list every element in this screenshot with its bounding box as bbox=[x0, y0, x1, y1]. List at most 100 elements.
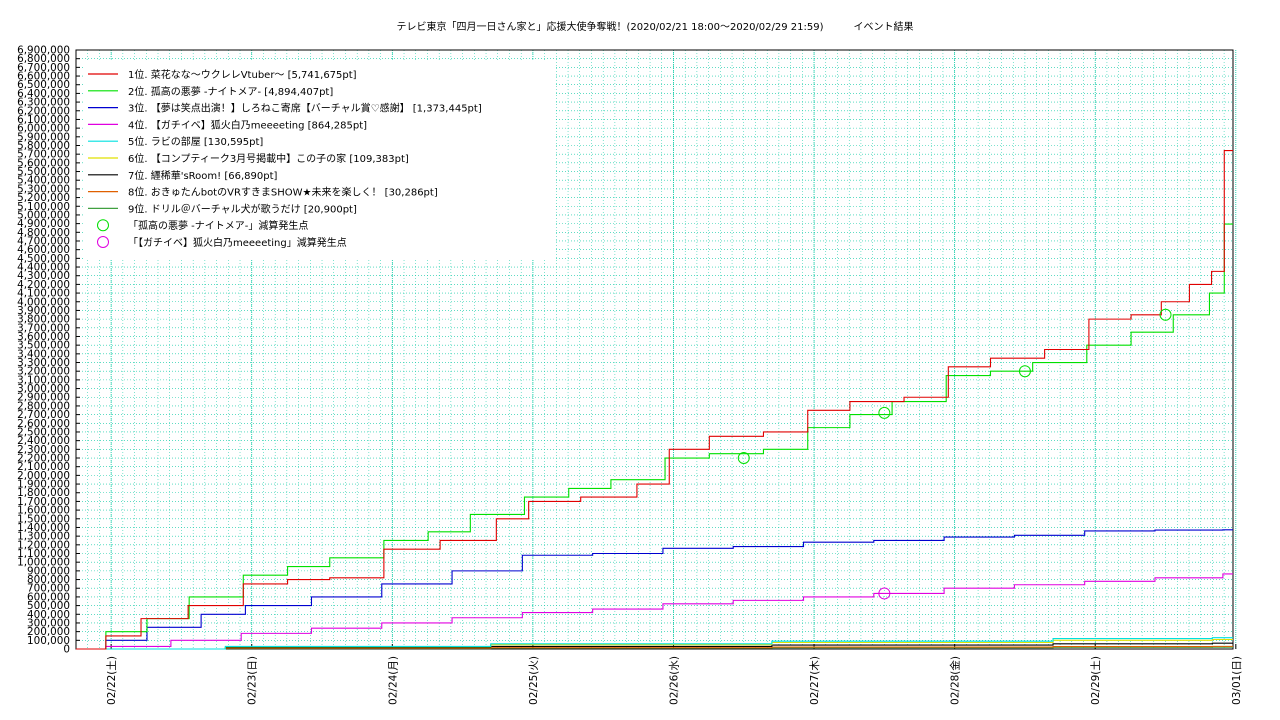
x-tick-label: 02/23(日) bbox=[247, 656, 259, 705]
marker-circle-1 bbox=[1159, 308, 1172, 321]
y-tick-label: 1,700,000 bbox=[17, 496, 70, 508]
marker-layer bbox=[737, 308, 1172, 600]
y-tick-label: 5,300,000 bbox=[17, 183, 70, 195]
y-tick-label: 6,200,000 bbox=[17, 105, 70, 117]
y-tick-label: 4,200,000 bbox=[17, 279, 70, 291]
y-tick-label: 5,100,000 bbox=[17, 201, 70, 213]
x-tick-label: 02/25(火) bbox=[528, 656, 540, 705]
legend-label-8: 8位. おきゅたんbotのVRすきまSHOW★未来を楽しく！ [30,286pt… bbox=[128, 186, 438, 199]
legend-label-5: 5位. ラビの部屋 [130,595pt] bbox=[128, 135, 263, 148]
y-tick-label: 0 bbox=[63, 644, 70, 656]
y-tick-label: 1,600,000 bbox=[17, 505, 70, 517]
y-tick-label: 4,800,000 bbox=[17, 227, 70, 239]
marker-circle-1 bbox=[737, 452, 750, 465]
y-tick-label: 1,000,000 bbox=[17, 557, 70, 569]
y-tick-label: 3,600,000 bbox=[17, 331, 70, 343]
x-tick-label: 02/28(金) bbox=[949, 656, 962, 705]
legend-label-1: 1位. 菜花なな〜ウクレレVtuber〜 [5,741,675pt] bbox=[128, 68, 357, 81]
y-tick-label: 5,000,000 bbox=[17, 209, 70, 221]
chart-title: テレビ東京「四月一日さん家と」応援大使争奪戦！(2020/02/21 18:00… bbox=[396, 20, 913, 33]
y-tick-label: 4,700,000 bbox=[17, 235, 70, 247]
legend-marker-label-1: 「孤高の悪夢 -ナイトメア-」減算発生点 bbox=[128, 219, 308, 232]
y-tick-label: 600,000 bbox=[27, 591, 70, 603]
legend-label-9: 9位. ドリル＠バーチャル犬が歌うだけ [20,900pt] bbox=[128, 202, 357, 215]
y-tick-label: 5,700,000 bbox=[17, 149, 70, 161]
series-line-8 bbox=[76, 645, 1233, 650]
y-tick-label: 3,800,000 bbox=[17, 314, 70, 326]
y-tick-label: 4,500,000 bbox=[17, 253, 70, 265]
legend: 1位. 菜花なな〜ウクレレVtuber〜 [5,741,675pt] 2位. 孤高… bbox=[84, 60, 556, 260]
y-tick-label: 100,000 bbox=[27, 635, 70, 647]
y-tick-label: 2,900,000 bbox=[17, 392, 70, 404]
y-tick-label: 900,000 bbox=[27, 565, 70, 577]
y-tick-label: 2,100,000 bbox=[17, 461, 70, 473]
y-tick-label: 3,500,000 bbox=[17, 340, 70, 352]
x-axis: 02/22(土) 02/23(日) 02/24(月) 02/25(火) 02/26(水)… bbox=[105, 644, 1243, 705]
legend-label-7: 7位. 纒稀華'sRoom! [66,890pt] bbox=[128, 169, 278, 182]
x-tick-label: 02/22(土) bbox=[105, 656, 118, 705]
y-tick-label: 6,100,000 bbox=[17, 114, 70, 126]
y-axis: 0100,000200,000300,000400,000500,000600,… bbox=[17, 45, 80, 656]
y-tick-label: 6,800,000 bbox=[17, 53, 70, 65]
y-tick-label: 1,300,000 bbox=[17, 531, 70, 543]
y-tick-label: 5,500,000 bbox=[17, 166, 70, 178]
y-tick-label: 500,000 bbox=[27, 600, 70, 612]
y-tick-label: 800,000 bbox=[27, 574, 70, 586]
y-tick-label: 6,900,000 bbox=[17, 45, 70, 57]
marker-circle-1 bbox=[1018, 365, 1031, 378]
y-tick-label: 3,700,000 bbox=[17, 322, 70, 334]
y-tick-label: 5,600,000 bbox=[17, 157, 70, 169]
x-tick-label: 02/26(水) bbox=[668, 656, 680, 705]
x-tick-label: 02/29(土) bbox=[1089, 656, 1102, 705]
marker-circle-2 bbox=[878, 587, 891, 600]
y-tick-label: 700,000 bbox=[27, 583, 70, 595]
y-tick-label: 6,300,000 bbox=[17, 97, 70, 109]
y-tick-label: 3,200,000 bbox=[17, 366, 70, 378]
plot-frame bbox=[75, 49, 1234, 650]
y-tick-label: 3,900,000 bbox=[17, 305, 70, 317]
y-tick-label: 1,200,000 bbox=[17, 539, 70, 551]
series-line-5 bbox=[76, 637, 1233, 650]
y-tick-label: 1,800,000 bbox=[17, 487, 70, 499]
y-tick-label: 2,000,000 bbox=[17, 470, 70, 482]
y-tick-label: 6,600,000 bbox=[17, 71, 70, 83]
y-tick-label: 2,600,000 bbox=[17, 418, 70, 430]
legend-label-3: 3位. 【夢は笑点出演！】しろねこ寄席【バーチャル賞♡感謝】 [1,373,44… bbox=[128, 102, 482, 115]
y-tick-label: 5,900,000 bbox=[17, 131, 70, 143]
series-line-1 bbox=[76, 150, 1233, 650]
y-tick-label: 5,800,000 bbox=[17, 140, 70, 152]
y-tick-label: 4,100,000 bbox=[17, 288, 70, 300]
legend-background bbox=[84, 60, 556, 260]
y-tick-label: 3,400,000 bbox=[17, 348, 70, 360]
legend-marker-1 bbox=[97, 219, 109, 232]
y-tick-label: 4,600,000 bbox=[17, 244, 70, 256]
y-tick-label: 6,000,000 bbox=[17, 123, 70, 135]
series-line-3 bbox=[76, 529, 1233, 650]
series-line-4 bbox=[76, 573, 1233, 650]
y-tick-label: 2,400,000 bbox=[17, 435, 70, 447]
y-tick-label: 6,700,000 bbox=[17, 62, 70, 74]
y-tick-label: 4,000,000 bbox=[17, 296, 70, 308]
y-tick-label: 200,000 bbox=[27, 626, 70, 638]
legend-marker-2 bbox=[97, 236, 109, 248]
y-tick-label: 3,300,000 bbox=[17, 357, 70, 369]
x-tick-label: 02/27(木) bbox=[809, 656, 821, 705]
x-tick-label: 02/24(月) bbox=[387, 656, 399, 705]
y-tick-label: 2,500,000 bbox=[17, 426, 70, 438]
y-tick-label: 2,200,000 bbox=[17, 453, 70, 465]
legend-label-4: 4位. 【ガチイベ】狐火白乃meeeeting [864,285pt] bbox=[128, 118, 367, 131]
y-tick-label: 300,000 bbox=[27, 617, 70, 629]
y-tick-label: 4,400,000 bbox=[17, 262, 70, 274]
y-tick-label: 4,900,000 bbox=[17, 218, 70, 230]
y-tick-label: 1,500,000 bbox=[17, 513, 70, 525]
y-tick-label: 6,400,000 bbox=[17, 88, 70, 100]
y-tick-label: 400,000 bbox=[27, 609, 70, 621]
y-tick-label: 4,300,000 bbox=[17, 270, 70, 282]
y-tick-label: 5,400,000 bbox=[17, 175, 70, 187]
y-tick-label: 5,200,000 bbox=[17, 192, 70, 204]
y-tick-label: 3,100,000 bbox=[17, 374, 70, 386]
y-tick-label: 6,500,000 bbox=[17, 79, 70, 91]
legend-marker-label-2: 「【ガチイベ】狐火白乃meeeeting」減算発生点 bbox=[128, 236, 347, 249]
legend-label-6: 6位. 【コンプティーク3月号掲載中】この子の家 [109,383pt] bbox=[128, 152, 409, 165]
